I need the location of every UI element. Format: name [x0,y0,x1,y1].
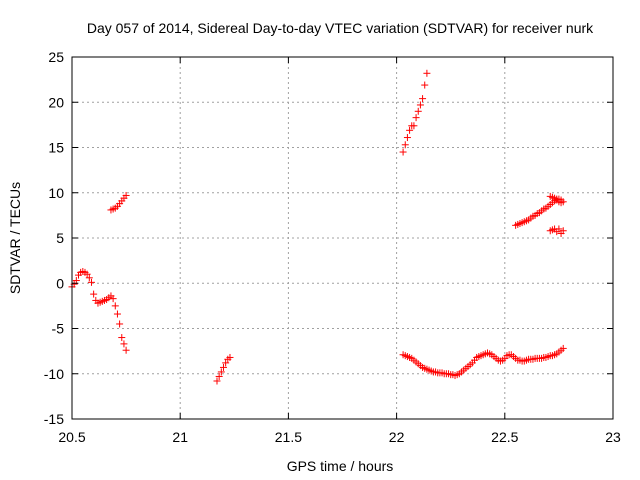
data-point [85,274,93,282]
data-point [226,353,234,361]
data-point [90,290,98,298]
data-point [399,148,407,156]
chart-title: Day 057 of 2014, Sidereal Day-to-day VTE… [87,20,594,36]
y-tick-label: -5 [52,321,65,337]
data-point [401,141,409,149]
data-point [559,344,567,352]
data-point [120,340,128,348]
data-point [423,69,431,77]
y-tick-label: 0 [56,275,64,291]
data-point [217,368,225,376]
data-point [109,295,117,303]
data-point [87,278,95,286]
data-point [122,191,130,199]
x-axis-label: GPS time / hours [287,458,394,474]
x-tick-label: 23 [605,429,621,445]
x-tick-labels: 20.5 21 21.5 22 22.5 23 [58,429,621,445]
x-tick-label: 22 [389,429,405,445]
data-point [83,270,91,278]
y-tick-label: -15 [44,411,64,427]
data-point [403,134,411,142]
y-tick-label: 15 [48,140,64,156]
y-axis-label: SDTVAR / TECUs [7,182,23,294]
data-point [412,114,420,122]
data-point [118,334,126,342]
y-tick-label: 10 [48,185,64,201]
data-point [213,377,221,385]
data-point [555,225,563,233]
data-point [414,107,422,115]
x-tick-label: 22.5 [491,429,518,445]
x-tick-label: 21 [172,429,188,445]
x-tick-label: 20.5 [58,429,85,445]
y-tick-label: 25 [48,49,64,65]
data-point [111,302,119,310]
x-tick-label: 21.5 [275,429,302,445]
data-point [419,95,427,103]
y-tick-label: 5 [56,230,64,246]
data-point [122,346,130,354]
y-tick-label: -10 [44,366,64,382]
data-point [557,199,565,207]
data-point [416,101,424,109]
tick-marks [71,56,614,420]
data-point [421,81,429,89]
data-point [222,359,230,367]
data-point [215,372,223,380]
data-point [219,363,227,371]
y-tick-labels: -15 -10 -5 0 5 10 15 20 25 [44,49,64,427]
y-tick-label: 20 [48,94,64,110]
data-point [116,320,124,328]
grid-lines [72,57,613,419]
data-point [559,227,567,235]
data-point [113,310,121,318]
data-point [410,122,418,130]
data-point [406,126,414,134]
